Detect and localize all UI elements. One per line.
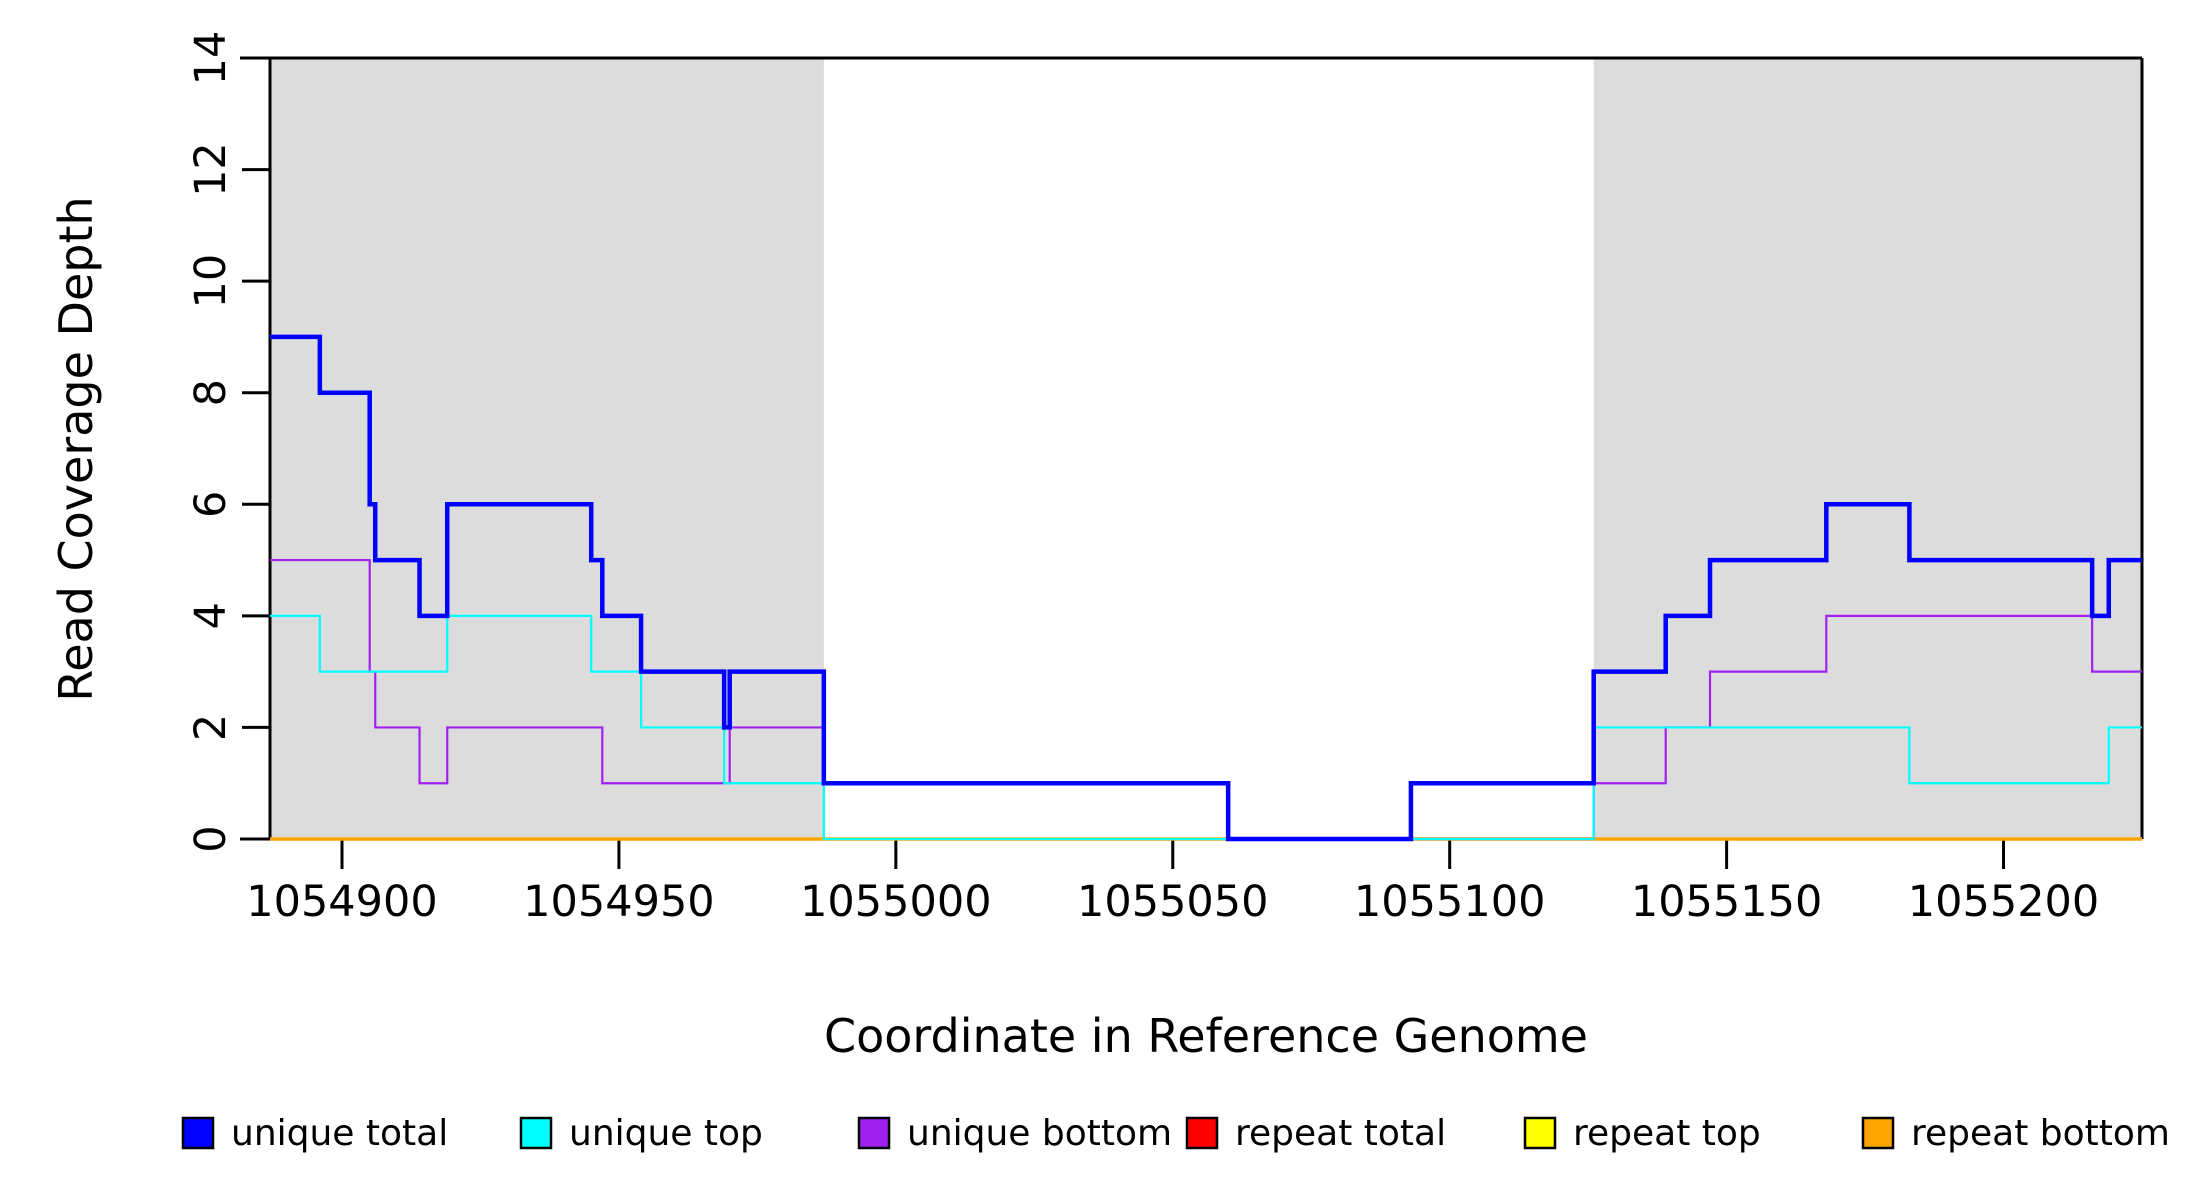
legend: unique total unique top unique bottom repea… <box>181 1113 2170 1154</box>
y-tick-label: 6 <box>186 491 236 518</box>
shaded-region <box>270 58 824 839</box>
y-tick-label: 0 <box>186 825 236 852</box>
x-tick-label: 1055100 <box>1354 877 1546 927</box>
legend-item-label: repeat top <box>1573 1113 1761 1154</box>
y-tick-label: 2 <box>186 714 236 741</box>
legend-item-label: repeat bottom <box>1911 1113 2170 1154</box>
x-tick-label: 1055200 <box>1908 877 2100 927</box>
legend-swatch <box>1861 1116 1895 1150</box>
plot-border <box>240 56 2144 839</box>
y-tick-label: 8 <box>186 379 236 406</box>
legend-item-label: unique bottom <box>907 1113 1172 1154</box>
y-axis: 0 2 4 6 8 10 12 14 <box>186 31 272 853</box>
legend-item: repeat total <box>1185 1113 1446 1154</box>
legend-item-label: unique top <box>569 1113 763 1154</box>
shaded-region <box>1593 58 2142 839</box>
legend-swatch <box>1185 1116 1219 1150</box>
legend-swatch <box>1523 1116 1557 1150</box>
y-tick-label: 12 <box>186 142 236 197</box>
x-tick-label: 1055150 <box>1631 877 1823 927</box>
series-lines <box>270 334 2142 842</box>
legend-item-label: unique total <box>231 1113 448 1154</box>
legend-item: repeat top <box>1523 1113 1761 1154</box>
y-tick-label: 14 <box>186 31 236 86</box>
legend-item: repeat bottom <box>1861 1113 2170 1154</box>
y-axis-title: Read Coverage Depth <box>49 196 103 701</box>
x-tick-label: 1054950 <box>523 877 715 927</box>
x-tick-label: 1055050 <box>1077 877 1269 927</box>
series-unique-total <box>270 334 2142 842</box>
legend-item: unique top <box>519 1113 763 1154</box>
legend-swatch <box>519 1116 553 1150</box>
legend-item: unique total <box>181 1113 448 1154</box>
x-tick-label: 1055000 <box>800 877 992 927</box>
x-axis-title: Coordinate in Reference Genome <box>824 1009 1588 1063</box>
legend-swatch <box>181 1116 215 1150</box>
legend-item: unique bottom <box>857 1113 1172 1154</box>
legend-swatch <box>857 1116 891 1150</box>
shaded-regions <box>270 58 2142 839</box>
x-axis: 1054900 1054950 1055000 1055050 1055100 10551… <box>240 837 2142 927</box>
legend-item-label: repeat total <box>1235 1113 1446 1154</box>
y-tick-label: 4 <box>186 602 236 629</box>
series-unique-top <box>270 614 2142 841</box>
x-tick-label: 1054900 <box>246 877 438 927</box>
y-tick-label: 10 <box>186 254 236 309</box>
